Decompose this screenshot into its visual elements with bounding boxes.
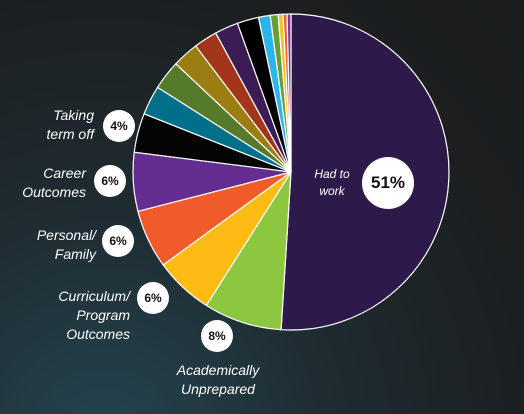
slice-label-academically-unprepared: Academically Unprepared bbox=[170, 361, 266, 399]
slice-label-had-to-work: Had to work bbox=[303, 166, 361, 200]
personal-line-1: Personal/ bbox=[36, 227, 96, 243]
taking-line-1: Taking bbox=[53, 107, 94, 123]
badge-career-outcomes: 6% bbox=[94, 165, 126, 197]
curriculum-line-3: Outcomes bbox=[66, 326, 130, 342]
badge-taking-term-off: 4% bbox=[103, 110, 135, 142]
slice-label-career-outcomes: Career Outcomes bbox=[8, 164, 86, 202]
curriculum-line-2: Program bbox=[76, 307, 130, 323]
slice-label-personal-family: Personal/ Family bbox=[14, 226, 96, 264]
taking-line-2: term off bbox=[46, 126, 94, 142]
curriculum-line-1: Curriculum/ bbox=[58, 288, 130, 304]
academically-line-2: Unprepared bbox=[181, 381, 255, 397]
slice-label-taking-term-off: Taking term off bbox=[20, 106, 94, 144]
academically-line-1: Academically bbox=[176, 362, 260, 378]
had-to-work-line-1: Had to bbox=[314, 167, 350, 181]
pie-slice-minor-16 bbox=[286, 13, 292, 173]
personal-line-2: Family bbox=[54, 246, 96, 262]
career-line-1: Career bbox=[43, 165, 86, 181]
badge-had-to-work: 51% bbox=[362, 157, 414, 209]
slice-label-curriculum: Curriculum/ Program Outcomes bbox=[20, 287, 130, 344]
badge-personal-family: 6% bbox=[102, 225, 134, 257]
career-line-2: Outcomes bbox=[22, 184, 86, 200]
badge-academically-unprepared: 8% bbox=[201, 320, 233, 352]
had-to-work-line-2: work bbox=[319, 184, 345, 198]
badge-curriculum: 6% bbox=[137, 282, 169, 314]
